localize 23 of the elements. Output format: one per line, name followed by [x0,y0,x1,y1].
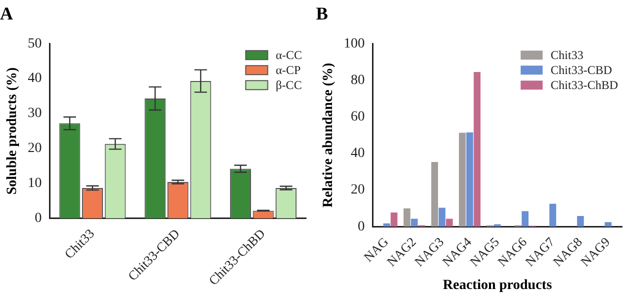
y-tick-label: 40 [28,71,42,86]
y-axis-title: Relative abundance (%) [321,62,336,208]
y-tick-label: 0 [358,219,365,234]
y-tick-label: 30 [28,106,42,122]
chart-title: B [316,3,328,24]
y-tick-label: 10 [28,176,42,192]
y-axis-title: Soluble products (%) [5,67,20,195]
legend-label: β-CC [276,78,302,92]
y-tick-label: 100 [344,36,365,52]
legend-label: α-CC [276,48,302,62]
y-tick-label: 20 [28,141,42,156]
y-tick-label: 40 [350,146,365,162]
x-axis-title: Reaction products [442,278,552,294]
legend-label: α-CP [276,62,301,77]
y-tick-label: 80 [350,72,365,88]
legend-label: Chit33-ChBD [550,78,618,92]
y-tick-label: 60 [350,109,365,124]
y-tick-label: 0 [34,211,42,226]
y-tick-label: 20 [350,182,365,198]
y-tick-label: 50 [28,36,42,52]
legend-label: Chit33-CBD [550,62,612,77]
chart-title: A [0,3,13,24]
legend-label: Chit33 [550,48,584,62]
